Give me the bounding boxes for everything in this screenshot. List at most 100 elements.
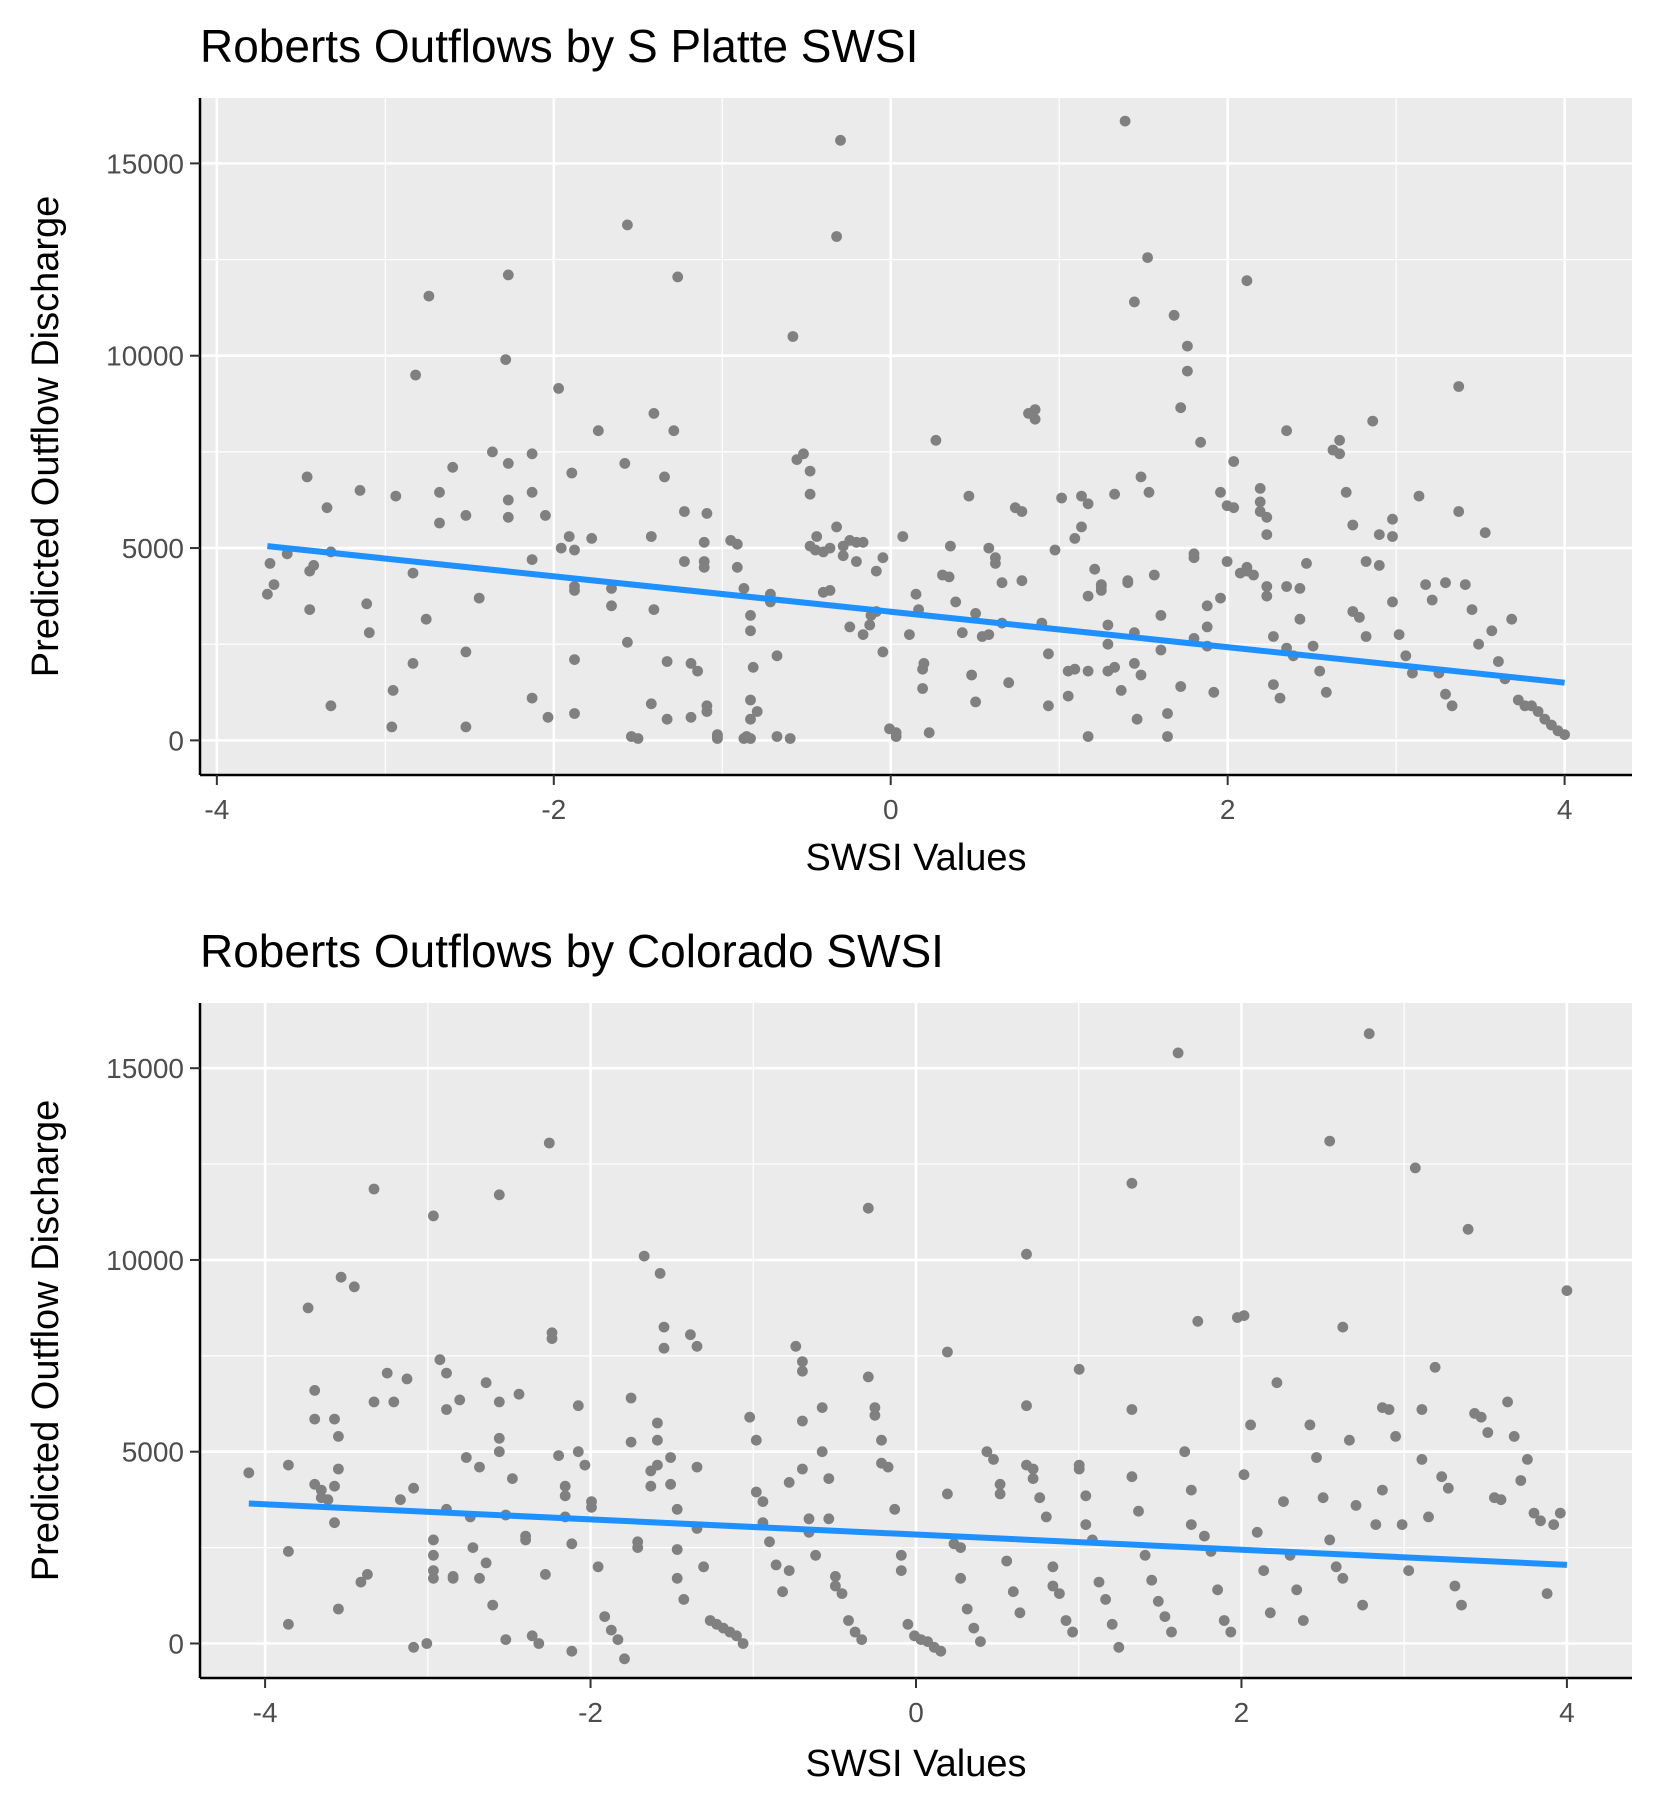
data-point bbox=[691, 1461, 703, 1473]
data-point bbox=[1129, 658, 1140, 669]
data-point bbox=[1297, 1615, 1309, 1626]
data-point bbox=[836, 1588, 848, 1599]
data-point bbox=[1307, 640, 1319, 652]
data-point bbox=[428, 1210, 439, 1222]
data-point bbox=[1245, 1419, 1256, 1431]
y-tick-label: 15000 bbox=[106, 1053, 184, 1084]
data-point bbox=[1047, 1580, 1059, 1592]
y-tick-label: 10000 bbox=[106, 341, 184, 372]
data-point bbox=[862, 1202, 874, 1214]
data-point bbox=[1508, 1431, 1520, 1442]
data-point bbox=[1029, 404, 1041, 415]
data-point bbox=[1420, 579, 1431, 590]
data-point bbox=[526, 486, 538, 498]
data-point bbox=[302, 1302, 314, 1314]
data-point bbox=[1201, 600, 1213, 612]
x-tick-label: 0 bbox=[908, 1697, 924, 1728]
data-point bbox=[1076, 490, 1087, 502]
data-point bbox=[1192, 1315, 1204, 1327]
data-point bbox=[1304, 1419, 1316, 1431]
data-point bbox=[1054, 1588, 1065, 1599]
data-point bbox=[1155, 644, 1167, 656]
data-point bbox=[851, 556, 862, 567]
data-point bbox=[428, 1534, 439, 1546]
data-point bbox=[830, 1571, 841, 1582]
data-point bbox=[994, 1488, 1006, 1500]
data-point bbox=[502, 511, 514, 523]
data-point bbox=[783, 1477, 795, 1488]
data-point bbox=[1201, 621, 1213, 633]
data-point bbox=[1363, 1028, 1375, 1040]
data-point bbox=[1324, 1135, 1336, 1147]
data-point bbox=[1043, 700, 1054, 712]
data-point bbox=[386, 721, 398, 733]
data-point bbox=[546, 1333, 558, 1344]
data-point bbox=[1215, 592, 1226, 604]
data-point bbox=[579, 1459, 591, 1471]
data-point bbox=[824, 542, 836, 554]
data-point bbox=[731, 1630, 742, 1642]
data-point bbox=[1271, 1377, 1283, 1389]
data-point bbox=[1383, 1404, 1395, 1415]
data-point bbox=[897, 531, 909, 542]
data-point bbox=[803, 1513, 815, 1525]
data-point bbox=[1268, 679, 1279, 690]
x-tick-label: -4 bbox=[253, 1697, 278, 1728]
data-point bbox=[1182, 340, 1193, 352]
data-point bbox=[1554, 1507, 1566, 1519]
data-point bbox=[467, 1542, 479, 1553]
data-point bbox=[956, 627, 968, 639]
data-point bbox=[797, 1356, 808, 1367]
data-point bbox=[652, 1417, 663, 1429]
data-point bbox=[1080, 1490, 1092, 1502]
data-point bbox=[678, 1594, 690, 1605]
data-point bbox=[837, 550, 849, 562]
data-point bbox=[1152, 1595, 1164, 1607]
data-point bbox=[1403, 1565, 1415, 1576]
data-point bbox=[816, 1402, 828, 1413]
data-point bbox=[645, 531, 657, 542]
data-point bbox=[1429, 1361, 1441, 1373]
data-point bbox=[1301, 558, 1312, 569]
data-point bbox=[679, 506, 690, 517]
data-point bbox=[559, 1490, 571, 1502]
data-point bbox=[712, 733, 723, 744]
data-point bbox=[569, 708, 580, 719]
data-point bbox=[1089, 563, 1101, 575]
data-point bbox=[243, 1467, 255, 1479]
data-point bbox=[566, 1645, 578, 1657]
data-point bbox=[1409, 1162, 1421, 1174]
data-point bbox=[264, 558, 276, 569]
data-point bbox=[283, 1459, 294, 1471]
data-point bbox=[745, 733, 756, 744]
data-point bbox=[632, 733, 644, 744]
data-point bbox=[1095, 585, 1107, 596]
data-point bbox=[1459, 579, 1471, 590]
data-point bbox=[671, 1544, 683, 1555]
data-point bbox=[410, 369, 421, 381]
data-point bbox=[407, 567, 419, 579]
data-point bbox=[283, 1618, 294, 1630]
chart-title: Roberts Outflows by Colorado SWSI bbox=[200, 925, 944, 977]
data-point bbox=[1021, 1400, 1032, 1412]
data-point bbox=[493, 1446, 505, 1458]
data-point bbox=[701, 706, 713, 717]
data-point bbox=[804, 488, 816, 500]
data-point bbox=[1493, 656, 1504, 667]
data-point bbox=[1268, 631, 1279, 642]
data-point bbox=[1506, 613, 1518, 625]
data-point bbox=[381, 1367, 393, 1379]
data-point bbox=[605, 1624, 617, 1636]
data-point bbox=[1350, 1500, 1362, 1511]
data-point bbox=[553, 383, 564, 394]
data-point bbox=[1016, 575, 1028, 587]
data-point bbox=[1360, 631, 1372, 642]
data-point bbox=[1535, 1515, 1546, 1527]
data-point bbox=[652, 1434, 663, 1446]
data-point bbox=[401, 1373, 413, 1385]
data-point bbox=[950, 596, 962, 608]
data-point bbox=[502, 494, 514, 506]
data-point bbox=[665, 1452, 676, 1463]
data-point bbox=[1133, 1505, 1144, 1517]
data-point bbox=[1311, 1452, 1322, 1463]
